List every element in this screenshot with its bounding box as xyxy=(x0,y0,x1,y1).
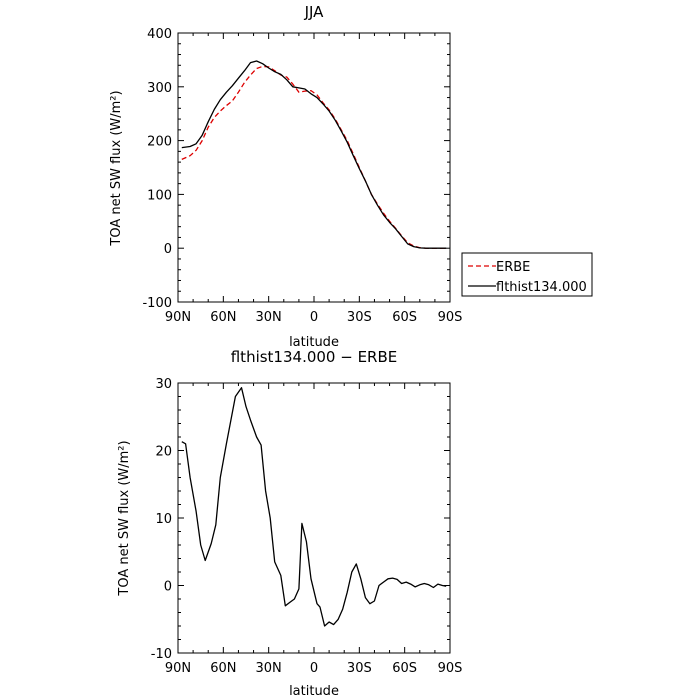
top-y-axis-title: TOA net SW flux (W/m²) xyxy=(109,90,124,246)
top-x-tick-label: 60N xyxy=(210,310,236,325)
bottom-y-tick-label: 20 xyxy=(155,445,172,460)
top-y-tick-label: 300 xyxy=(147,81,172,96)
top-y-tick-label: 0 xyxy=(164,242,172,257)
legend-box xyxy=(461,252,593,297)
bottom-y-tick-label: 0 xyxy=(164,580,172,595)
legend: ERBE flthist134.000 xyxy=(461,252,593,297)
top-y-tick-group: -100 0 100 200 300 400 xyxy=(142,27,450,311)
bottom-x-tick-label: 30N xyxy=(256,661,282,676)
top-x-tick-label: 0 xyxy=(310,310,318,325)
bottom-x-tick-label: 60N xyxy=(210,661,236,676)
top-x-tick-label: 30N xyxy=(256,310,282,325)
top-x-tick-label: 30S xyxy=(347,310,372,325)
top-x-axis-title: latitude xyxy=(289,335,339,350)
bottom-y-axis-title: TOA net SW flux (W/m²) xyxy=(117,440,132,596)
top-y-tick-label: -100 xyxy=(142,296,172,311)
top-y-tick-label: 200 xyxy=(147,135,172,150)
bottom-x-tick-label: 30S xyxy=(347,661,372,676)
top-panel-title: JJA xyxy=(304,3,325,21)
bottom-series-line-0 xyxy=(181,387,447,627)
top-series-group xyxy=(181,60,447,249)
flux-panel: JJA 90N 60N 30N 0 30S 60S 90S -100 0 100 200 300 40… xyxy=(109,3,593,350)
top-x-tick-label: 60S xyxy=(392,310,417,325)
bottom-x-tick-label: 90S xyxy=(438,661,463,676)
top-x-tick-label: 90N xyxy=(165,310,191,325)
top-series-line-erbe xyxy=(181,65,447,249)
bottom-panel-title: flthist134.000 − ERBE xyxy=(231,348,398,366)
top-x-tick-label: 90S xyxy=(438,310,463,325)
bottom-x-tick-group: 90N 60N 30N 0 30S 60S 90S xyxy=(165,383,463,676)
top-series-line-flthist134-000 xyxy=(181,60,447,249)
top-y-tick-label: 100 xyxy=(147,188,172,203)
bottom-y-tick-label: 30 xyxy=(155,377,172,392)
bottom-plot-frame xyxy=(177,382,451,654)
bottom-x-tick-label: 90N xyxy=(165,661,191,676)
bottom-series-group xyxy=(181,387,447,627)
bottom-x-tick-label: 60S xyxy=(392,661,417,676)
bottom-x-tick-label: 0 xyxy=(310,661,318,676)
top-x-tick-group: 90N 60N 30N 0 30S 60S 90S xyxy=(165,33,463,325)
bottom-y-tick-group: -10 0 10 20 30 xyxy=(151,377,450,662)
bottom-x-axis-title: latitude xyxy=(289,684,339,699)
legend-label-model: flthist134.000 xyxy=(496,280,587,295)
bottom-y-tick-label: -10 xyxy=(151,647,172,662)
top-plot-frame xyxy=(177,32,451,303)
difference-panel: flthist134.000 − ERBE 90N 60N 30N 0 30S 60S 90… xyxy=(117,348,462,699)
top-y-tick-label: 400 xyxy=(147,27,172,42)
bottom-y-tick-label: 10 xyxy=(155,512,172,527)
legend-label-erbe: ERBE xyxy=(496,260,530,275)
